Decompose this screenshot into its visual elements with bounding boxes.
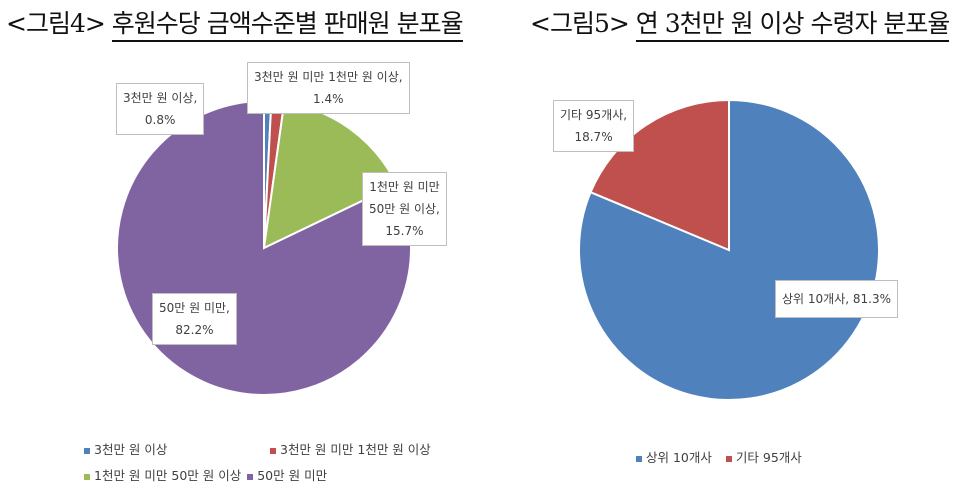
legend-item: 3천만 원 이상	[84, 437, 256, 463]
chart1-label-1: 3천만 원 미만 1천만 원 이상, 1.4%	[247, 62, 410, 114]
legend-item: 기타 95개사	[725, 445, 802, 471]
legend-swatch	[247, 473, 254, 480]
chart1-label-0: 3천만 원 이상, 0.8%	[116, 83, 205, 135]
chart1-title-prefix: <그림4>	[6, 9, 106, 38]
chart2-title: <그림5> 연 3천만 원 이상 수령자 분포율	[530, 4, 950, 42]
legend-label: 3천만 원 미만 1천만 원 이상	[280, 442, 431, 457]
legend-label: 1천만 원 미만 50만 원 이상	[94, 468, 242, 483]
legend-label: 상위 10개사	[646, 450, 712, 465]
chart1-label-3: 50만 원 미만, 82.2%	[152, 293, 237, 345]
legend-swatch	[725, 455, 732, 462]
legend-swatch	[84, 473, 90, 480]
label-text: 기타 95개사, 18.7%	[560, 108, 628, 144]
chart1-legend: 3천만 원 이상 3천만 원 미만 1천만 원 이상 1천만 원 미만 50만 원…	[84, 437, 484, 489]
legend-label: 3천만 원 이상	[94, 442, 168, 457]
legend-label: 50만 원 미만	[257, 468, 328, 483]
label-text: 3천만 원 미만 1천만 원 이상, 1.4%	[254, 70, 403, 106]
chart2-title-text: 연 3천만 원 이상 수령자 분포율	[635, 9, 950, 42]
legend-item: 3천만 원 미만 1천만 원 이상	[270, 437, 431, 463]
legend-item: 50만 원 미만	[247, 463, 327, 489]
label-text: 1천만 원 미만 50만 원 이상, 15.7%	[369, 180, 440, 238]
chart2-slice-0	[578, 98, 880, 401]
legend-label: 기타 95개사	[735, 450, 802, 465]
chart1-title-text: 후원수당 금액수준별 판매원 분포율	[111, 9, 464, 42]
chart1-title: <그림4> 후원수당 금액수준별 판매원 분포율	[6, 4, 464, 42]
legend-swatch	[270, 447, 276, 454]
chart2-label-0: 상위 10개사, 81.3%	[775, 280, 898, 318]
chart2-slice-1	[589, 98, 730, 252]
legend-swatch	[84, 447, 90, 454]
legend-item: 상위 10개사	[636, 445, 712, 471]
label-text: 상위 10개사, 81.3%	[782, 292, 891, 306]
chart1-label-2: 1천만 원 미만 50만 원 이상, 15.7%	[362, 172, 447, 246]
chart2-legend: 상위 10개사 기타 95개사	[636, 445, 816, 471]
legend-swatch	[636, 455, 642, 462]
label-text: 3천만 원 이상, 0.8%	[123, 91, 198, 127]
label-text: 50만 원 미만, 82.2%	[159, 301, 230, 337]
legend-item: 1천만 원 미만 50만 원 이상	[84, 463, 241, 489]
chart2-title-prefix: <그림5>	[530, 9, 630, 38]
chart2-label-1: 기타 95개사, 18.7%	[553, 100, 635, 152]
